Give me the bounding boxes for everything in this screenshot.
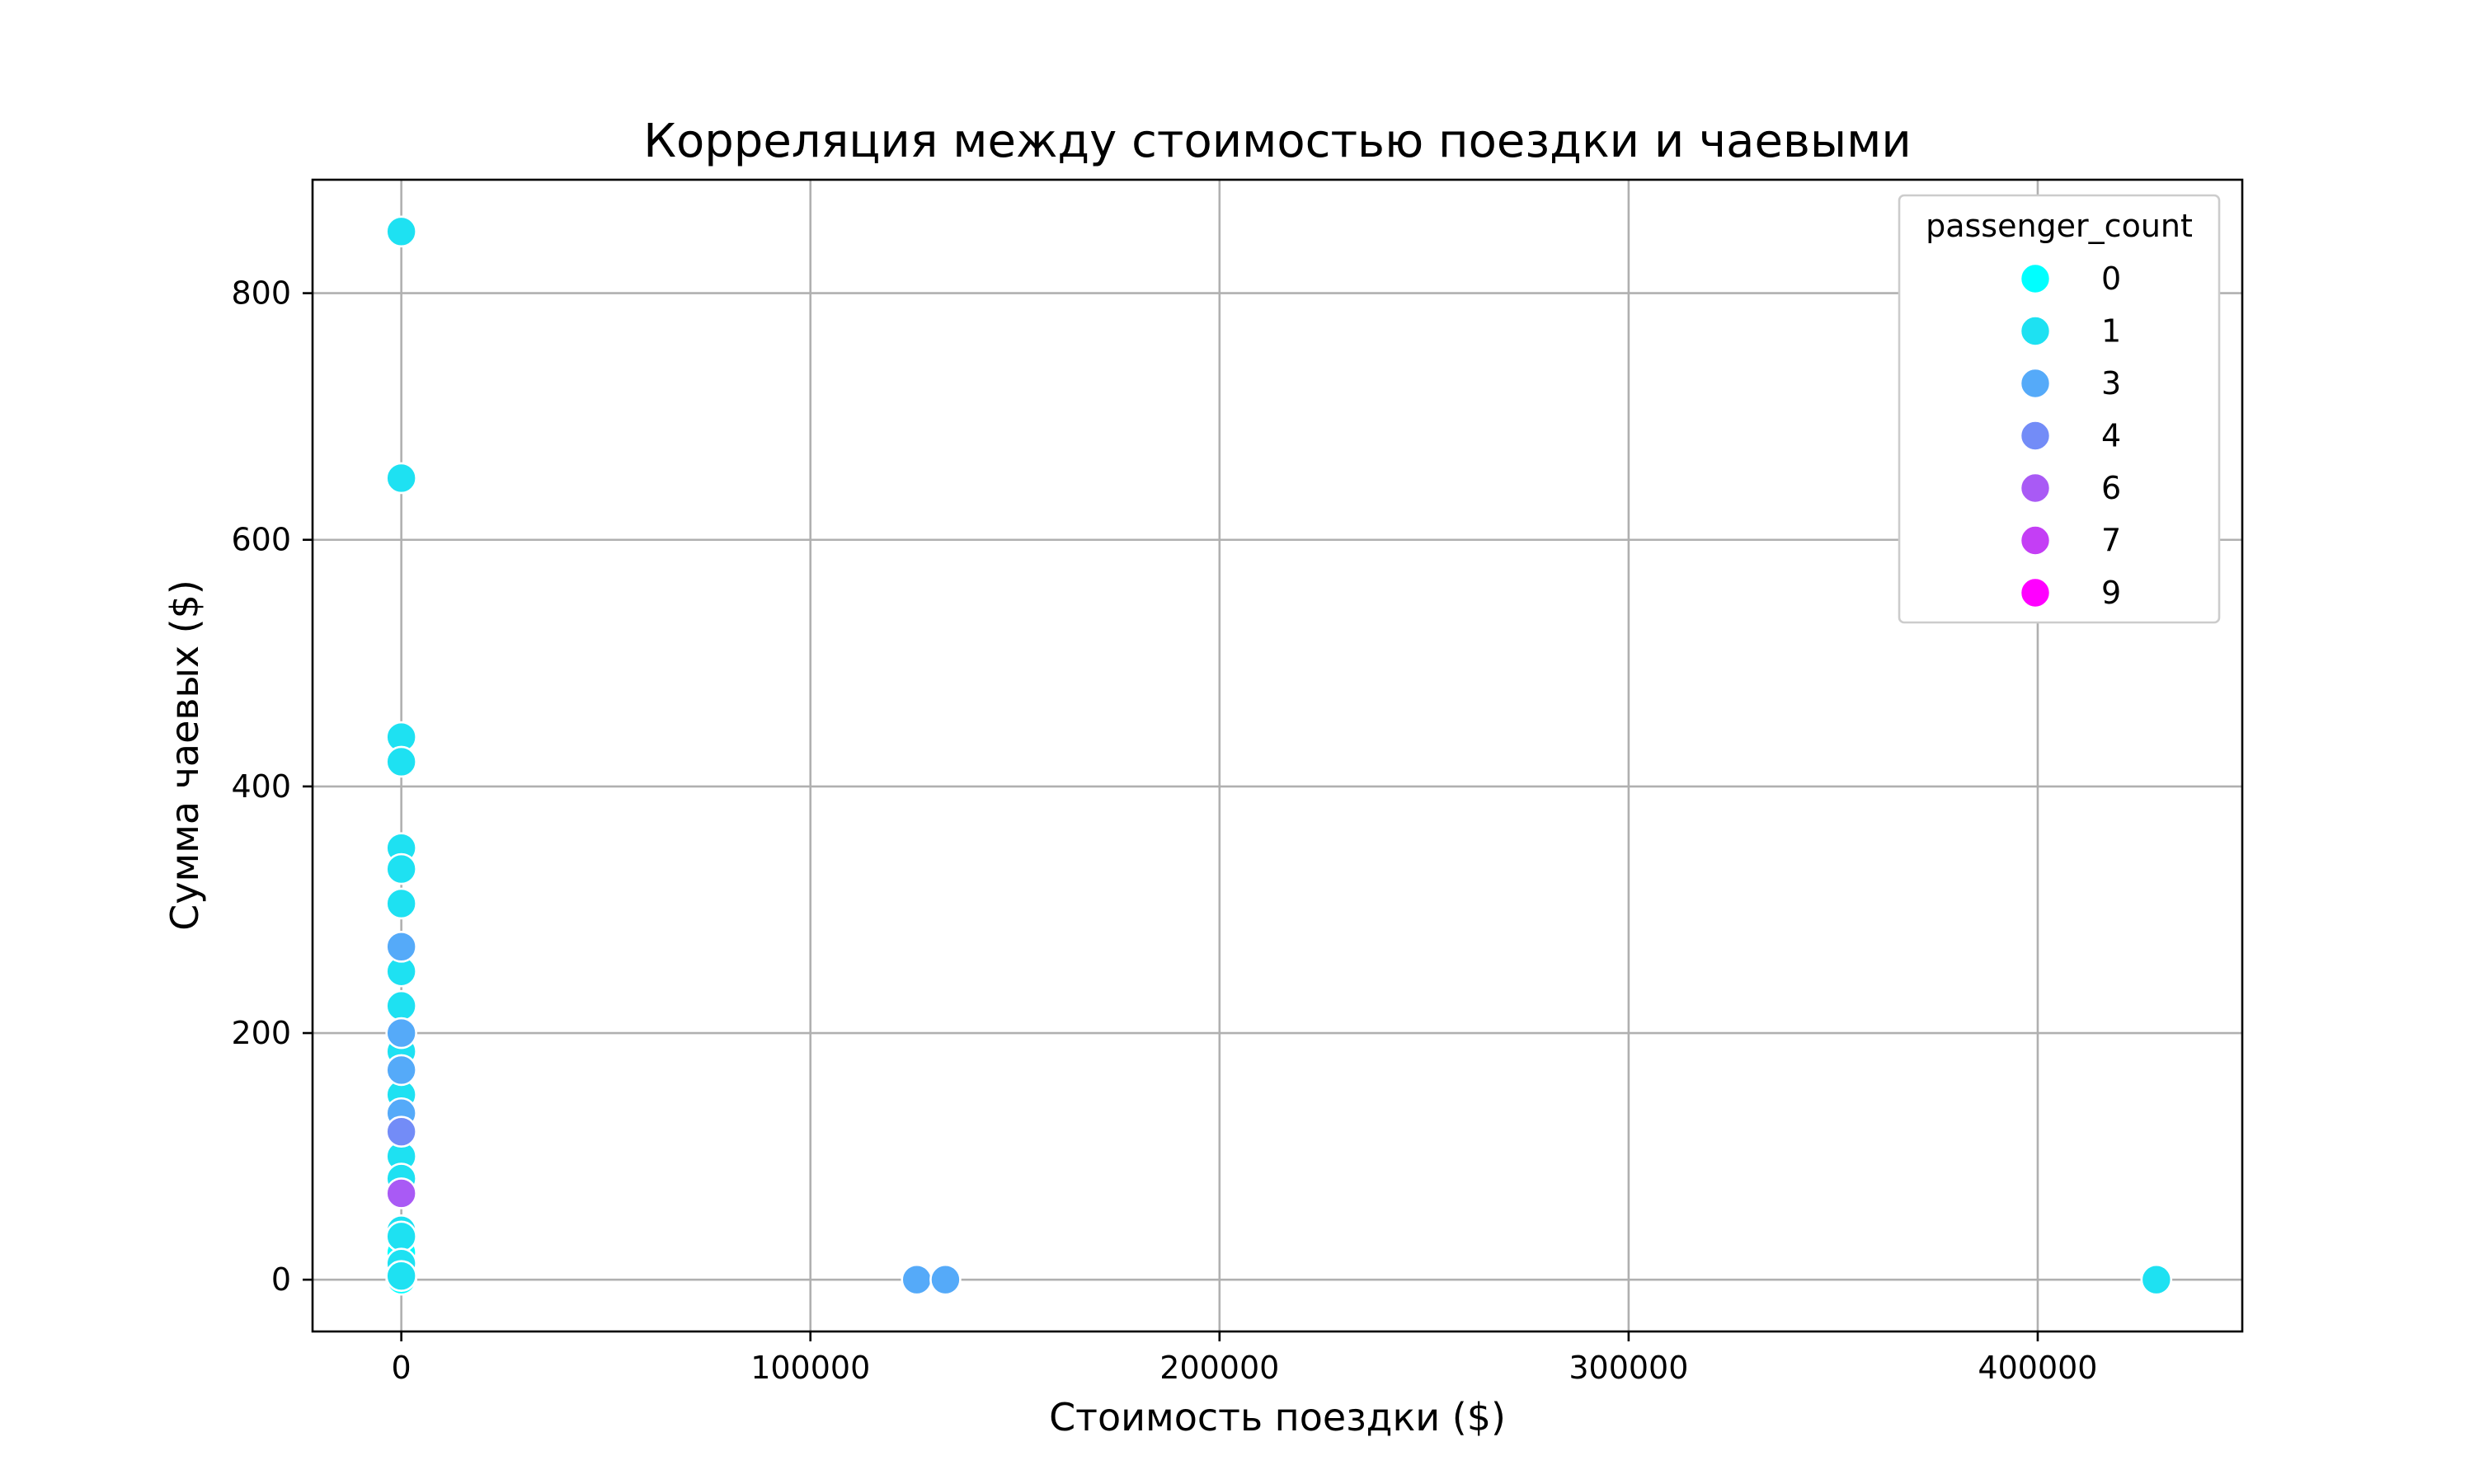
data-point-passengers-1 [385,989,417,1022]
plot-frame [311,178,2244,1333]
data-point-passengers-1 [2140,1263,2173,1296]
x-axis-label: Стоимость поездки ($) [1049,1395,1506,1439]
data-point-passengers-3 [901,1263,934,1296]
data-point-passengers-1 [385,852,417,885]
data-points [385,215,2173,1296]
data-point-passengers-6 [385,1177,417,1209]
legend-label: 3 [2101,365,2121,402]
data-point-passengers-1 [385,215,417,248]
x-tick-label: 400000 [1978,1350,2097,1386]
data-point-passengers-3 [385,1054,417,1087]
y-tick-label: 0 [271,1261,291,1298]
legend-marker [2019,472,2052,505]
legend-marker [2019,576,2052,609]
data-point-passengers-1 [385,1260,417,1292]
legend-marker [2019,262,2052,295]
y-tick-label: 600 [231,522,291,558]
data-point-passengers-3 [929,1263,962,1296]
data-point-passengers-4 [385,1115,417,1148]
legend-title: passenger_count [1926,208,2193,244]
y-tick-label: 800 [231,275,291,312]
y-tick-label: 200 [231,1015,291,1051]
x-tick-label: 300000 [1569,1350,1688,1386]
legend-label: 6 [2101,470,2121,506]
legend-label: 4 [2101,418,2121,454]
data-point-passengers-1 [385,462,417,495]
legend-box [1898,194,2221,624]
data-point-passengers-3 [385,1017,417,1050]
data-point-passengers-1 [385,887,417,920]
x-tick-label: 100000 [750,1350,870,1386]
legend: passenger_count 0 1 3 4 6 7 9 [1898,194,2221,624]
legend-marker [2019,367,2052,400]
x-tick-label: 200000 [1159,1350,1279,1386]
legend-label: 9 [2101,575,2121,611]
data-point-passengers-1 [385,745,417,778]
x-tick-label: 0 [392,1350,412,1386]
legend-marker [2019,524,2052,556]
legend-marker [2019,315,2052,347]
legend-marker [2019,420,2052,452]
legend-label: 1 [2101,313,2121,350]
legend-label: 0 [2101,261,2121,297]
axis-ticks: 0 100000 200000 300000 400000 0 200 400 600 800 [231,275,2097,1386]
y-tick-label: 400 [231,768,291,805]
data-point-passengers-1 [385,1220,417,1253]
legend-items: 0 1 3 4 6 7 9 [2019,261,2121,611]
chart-title: Корреляция между стоимостью поездки и ча… [643,115,1912,168]
y-axis-label: Сумма чаевых ($) [162,580,207,931]
data-point-passengers-3 [385,931,417,963]
legend-label: 7 [2101,523,2121,559]
